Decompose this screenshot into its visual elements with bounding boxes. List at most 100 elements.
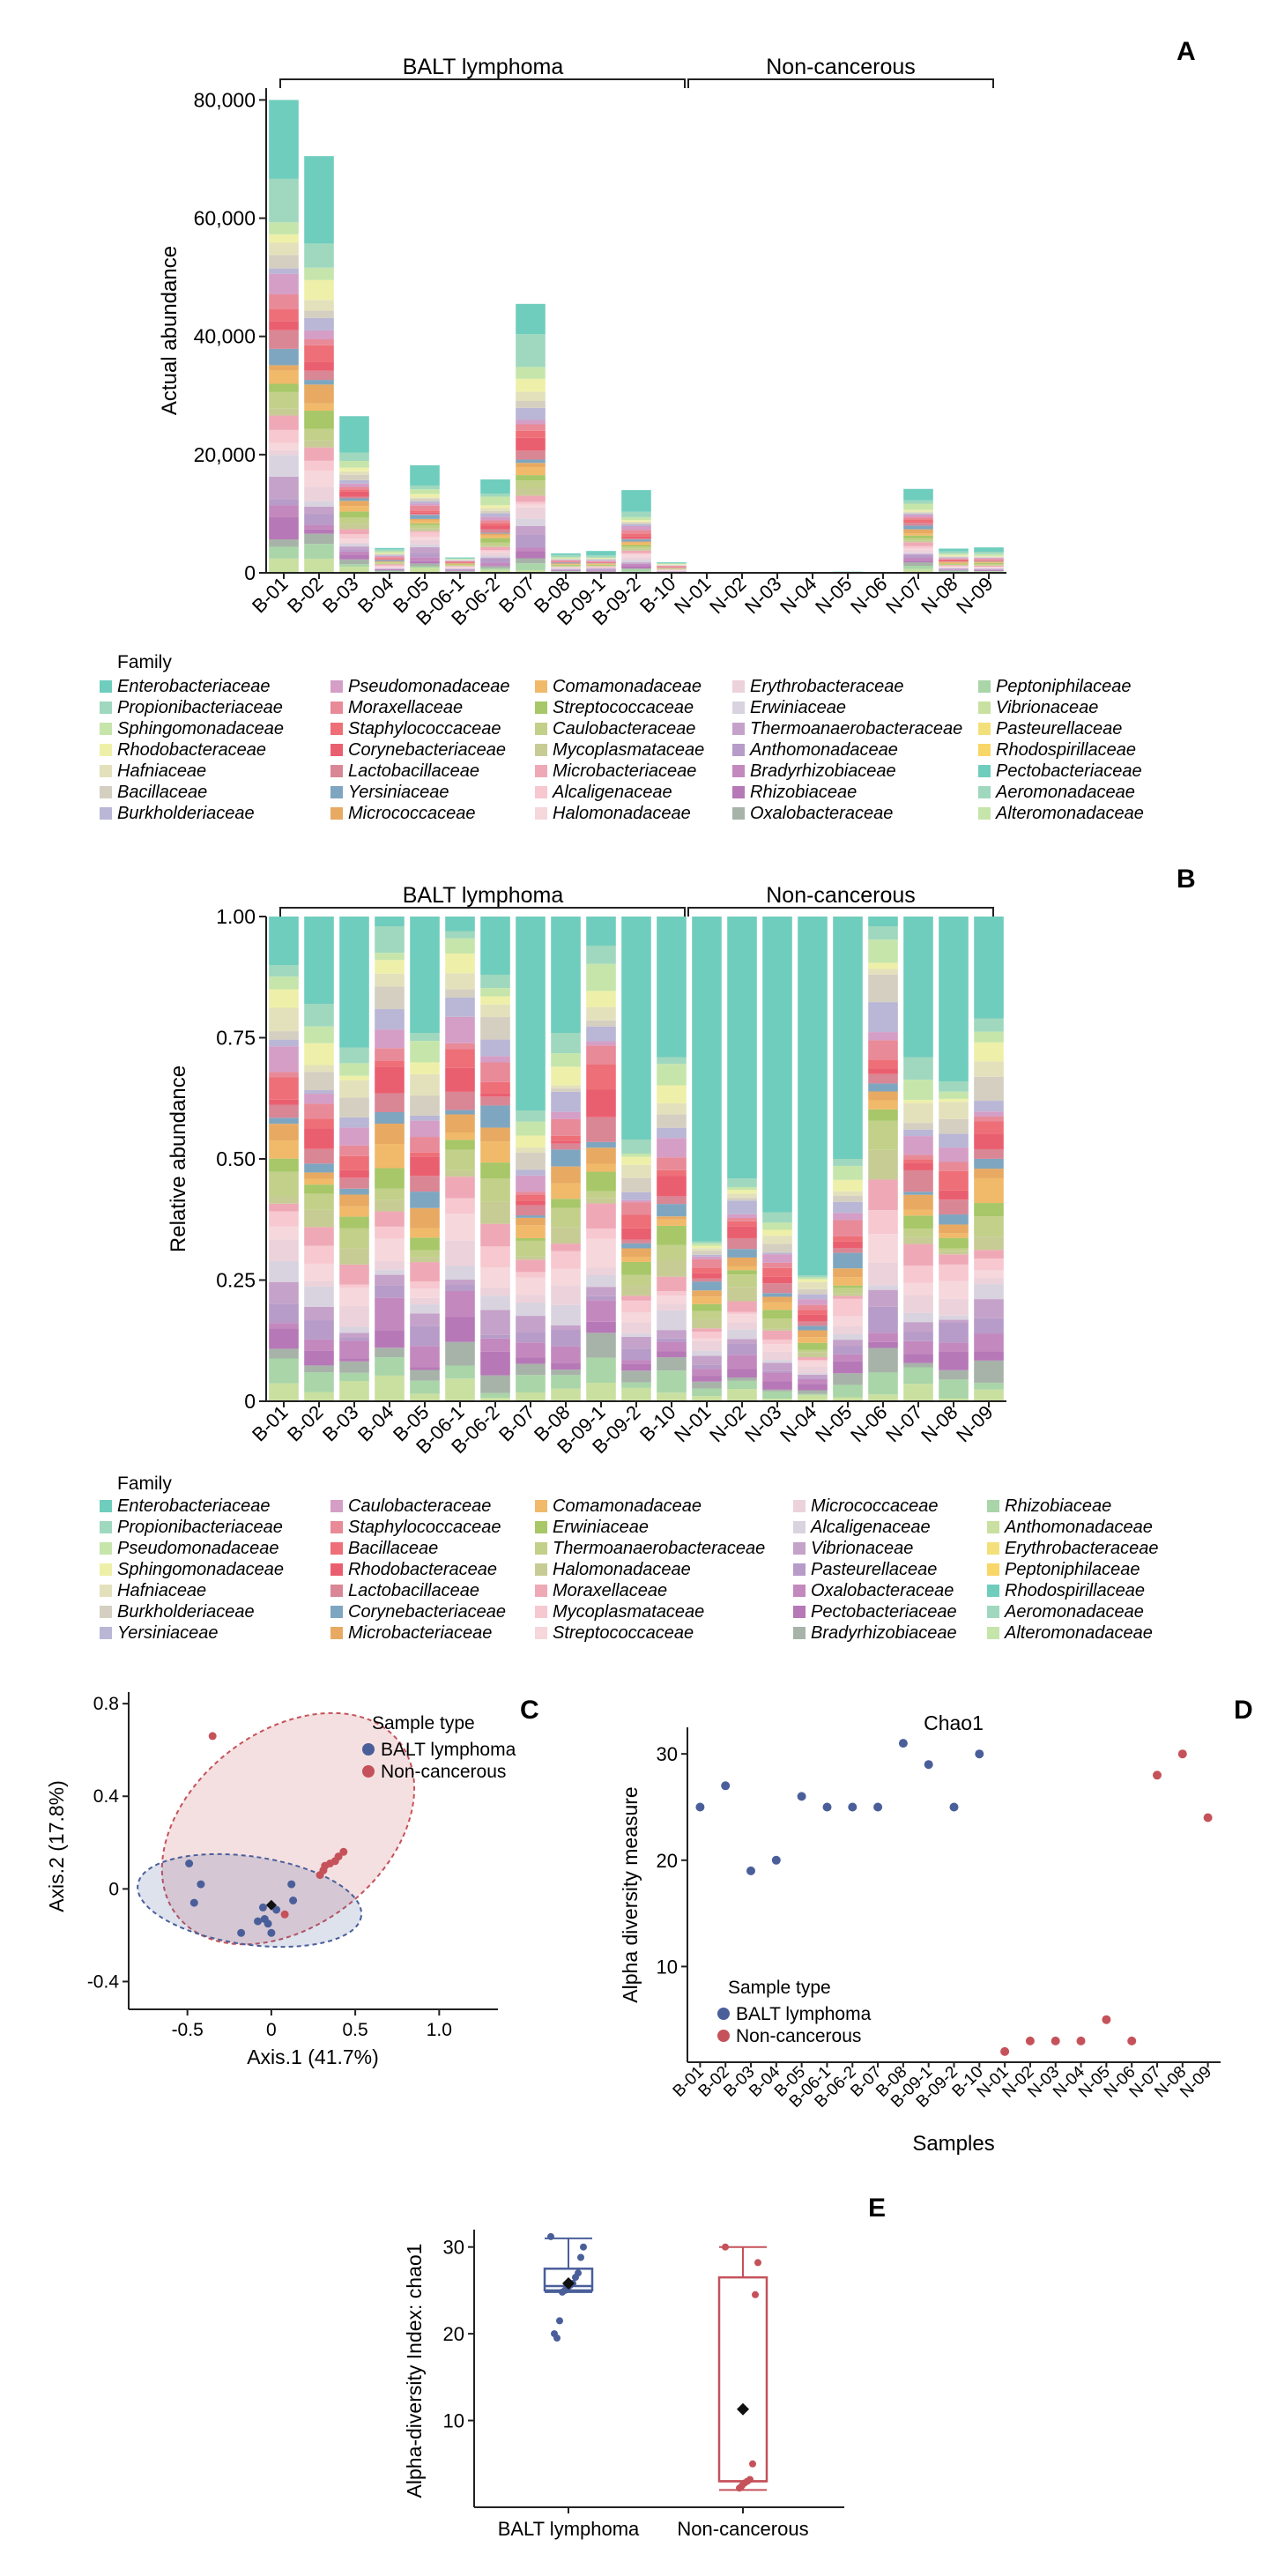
bar-b-n-01-seg-0	[692, 917, 722, 1242]
bar-b-b-08-seg-19	[551, 1251, 581, 1269]
panel-d-legend-title: Sample type	[728, 1978, 831, 1998]
bar-a-n-07-seg-13	[903, 529, 933, 534]
legend-swatch-b-rhodospirillaceae	[987, 1585, 999, 1597]
bar-b-n-03-seg-0	[762, 917, 792, 1213]
bar-b-b-05-seg-7	[410, 1120, 440, 1138]
tick-label-a-y-3: 60,000	[194, 207, 256, 230]
bar-b-b-06-1-seg-1	[445, 931, 475, 939]
bar-a-b-06-2-seg-21	[480, 553, 510, 556]
bar-b-n-01-seg-16	[692, 1310, 722, 1319]
bar-a-n-07-seg-8	[903, 517, 933, 520]
bar-b-n-02-seg-16	[727, 1274, 757, 1288]
bar-b-b-06-2-seg-27	[480, 1375, 510, 1393]
bar-b-n-03-seg-17	[762, 1328, 792, 1331]
legend-label-a-bacillaceae: Bacillaceae	[117, 783, 207, 802]
legend-swatch-b-peptoniphilaceae	[987, 1563, 999, 1576]
bar-a-b-09-2-seg-16	[621, 546, 651, 549]
bar-a-b-01-seg-18	[269, 415, 299, 430]
bar-b-b-06-1-seg-10	[445, 1067, 475, 1092]
tick-label-d-y-2: 30	[657, 1743, 678, 1765]
bar-b-b-04-seg-23	[375, 1274, 405, 1286]
bar-b-b-07-seg-3	[516, 1135, 546, 1148]
bar-b-n-06-seg-0	[868, 917, 898, 926]
bar-a-b-09-2-seg-17	[621, 548, 651, 551]
bar-b-b-04-seg-28	[375, 1357, 405, 1376]
bar-b-b-08-seg-2	[551, 1053, 581, 1067]
bar-a-b-06-2-seg-24	[480, 558, 510, 563]
point-d-b-09-1	[924, 1760, 933, 1770]
legend-swatch-b-vibrionaceae	[793, 1542, 806, 1555]
bar-b-n-08-seg-2	[939, 1091, 969, 1099]
tick-label-c-y-2: 0.4	[93, 1786, 120, 1807]
bar-a-b-09-1-seg-17	[586, 566, 616, 567]
bar-a-b-05-seg-23	[410, 546, 440, 553]
legend-swatch-a-thermoanaerobacteraceae	[732, 723, 745, 735]
bar-a-b-06-2-seg-27	[480, 566, 510, 568]
legend-swatch-a-comamonadaceae	[535, 680, 547, 693]
bar-b-n-04-seg-8	[798, 1304, 828, 1310]
bar-b-n-02-seg-27	[727, 1377, 757, 1381]
bar-b-n-04-seg-16	[798, 1349, 828, 1353]
tick-label-a-n-03: N-03	[740, 573, 785, 618]
bar-a-b-09-2-seg-11	[621, 538, 651, 540]
legend-label-b-alteromonadaceae: Alteromonadaceae	[1004, 1623, 1153, 1643]
tick-label-c-x-2: 0.5	[343, 2020, 368, 2040]
bar-b-b-04-seg-18	[375, 1211, 405, 1227]
legend-label-a-erwiniaceae: Erwiniaceae	[750, 698, 846, 717]
tick-label-a-b-02: B-02	[283, 573, 328, 618]
bar-b-n-03-seg-28	[762, 1391, 792, 1399]
bar-b-b-09-2-seg-2	[621, 1153, 651, 1157]
bar-a-b-07-seg-2	[516, 367, 546, 379]
bar-a-n-07-seg-18	[903, 542, 933, 546]
point-e-balt-lymphoma-12	[551, 2330, 558, 2338]
legend-label-b-pectobacteriaceae: Pectobacteriaceae	[811, 1602, 957, 1622]
bar-a-b-06-1-seg-16	[445, 565, 475, 566]
bar-b-b-10-seg-23	[657, 1330, 687, 1339]
bar-a-b-06-1-seg-19	[445, 566, 475, 568]
bar-b-b-08-seg-24	[551, 1330, 581, 1347]
bar-a-b-03-seg-13	[339, 501, 369, 507]
legend-label-b-peptoniphilaceae: Peptoniphilaceae	[1005, 1560, 1140, 1579]
legend-label-a-alteromonadaceae: Alteromonadaceae	[995, 804, 1144, 823]
bar-b-b-01-seg-23	[269, 1281, 299, 1304]
bar-b-n-05-seg-1	[833, 1159, 863, 1166]
bar-b-n-01-seg-26	[692, 1376, 722, 1382]
bar-a-b-03-seg-23	[339, 546, 369, 550]
bar-b-n-01-seg-15	[692, 1303, 722, 1311]
bar-b-n-05-seg-13	[833, 1268, 863, 1278]
bar-a-b-01-seg-5	[269, 255, 299, 269]
bar-b-n-05-seg-25	[833, 1354, 863, 1362]
bar-b-b-07-seg-14	[516, 1225, 546, 1238]
bar-b-b-07-seg-29	[516, 1392, 546, 1401]
bar-a-b-01-seg-19	[269, 429, 299, 443]
bar-b-b-09-1-seg-11	[586, 1117, 616, 1142]
bar-b-b-07-seg-7	[516, 1175, 546, 1192]
bar-b-n-01-seg-23	[692, 1355, 722, 1365]
tick-label-a-b-07: B-07	[494, 573, 539, 618]
bar-a-b-02-seg-29	[304, 558, 334, 573]
bar-b-n-03-seg-25	[762, 1372, 792, 1382]
bar-a-n-08-seg-6	[939, 557, 969, 559]
tick-label-b-b-03: B-03	[318, 1401, 363, 1446]
panel-b-relative-abundance-chart: 00.250.500.751.00 B-01B-02B-03B-04B-05B-…	[100, 883, 1159, 1643]
legend-swatch-a-staphylococcaceae	[330, 723, 343, 735]
bar-b-n-06-seg-11	[868, 1073, 898, 1084]
bar-a-b-05-seg-28	[410, 566, 440, 568]
centroid-marker-c	[265, 1899, 277, 1911]
bar-b-n-04-seg-6	[798, 1294, 828, 1300]
legend-swatch-b-burkholderiaceae	[100, 1606, 112, 1618]
bar-a-b-04-seg-17	[375, 563, 405, 565]
bar-b-b-05-seg-11	[410, 1176, 440, 1192]
bar-b-b-05-seg-28	[410, 1380, 440, 1394]
bar-b-b-03-seg-4	[339, 1080, 369, 1098]
bar-a-b-09-2-seg-6	[621, 523, 651, 526]
bar-a-b-08-seg-28	[551, 571, 581, 573]
bar-b-n-09-seg-26	[974, 1351, 1004, 1361]
bar-b-n-08-seg-12	[939, 1214, 969, 1225]
bar-a-b-05-seg-4	[410, 497, 440, 499]
bar-b-b-10-seg-13	[657, 1216, 687, 1220]
bar-b-n-05-seg-21	[833, 1325, 863, 1334]
bar-b-b-08-seg-27	[551, 1370, 581, 1376]
panel-a-y-axis-label: Actual abundance	[158, 246, 182, 415]
bar-b-n-09-seg-18	[974, 1250, 1004, 1259]
